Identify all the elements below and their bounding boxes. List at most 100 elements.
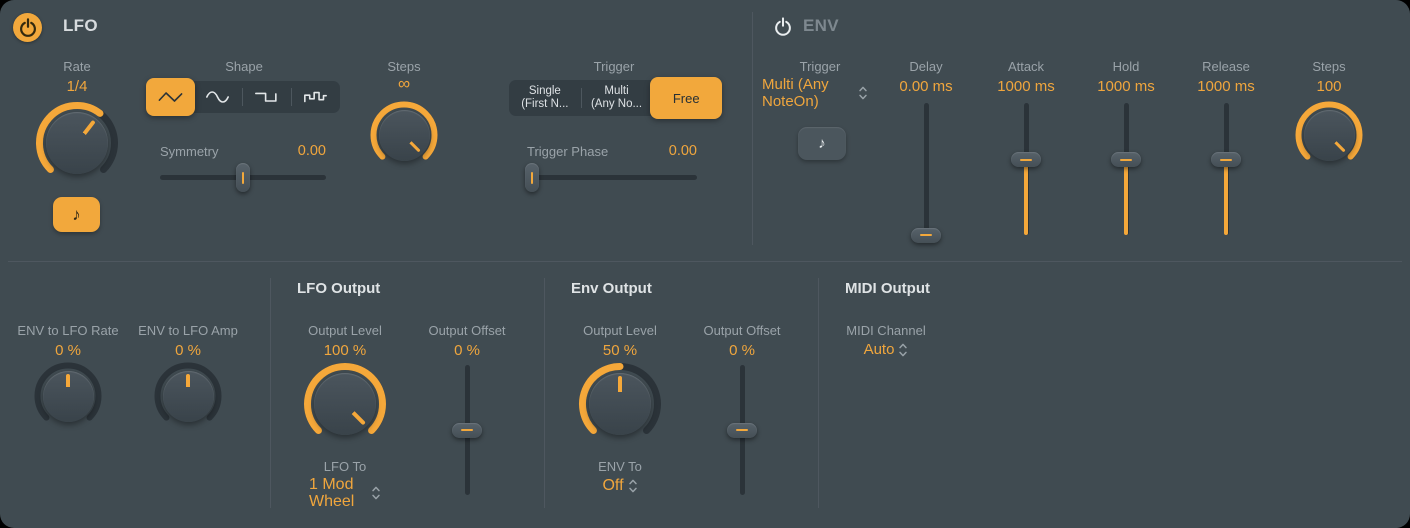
lfo-section-title: LFO <box>63 16 98 35</box>
slider-handle[interactable] <box>1011 152 1041 168</box>
release-value[interactable]: 1000 ms <box>1197 78 1255 95</box>
lfo-output-level-label: Output Level <box>308 323 382 338</box>
env-trigger-value: Multi (Any NoteOn) <box>762 76 829 110</box>
env-to-lfo-amp-knob[interactable] <box>152 360 224 432</box>
env-to-value: Off <box>602 477 624 494</box>
env-note-mode-button[interactable]: ♪ <box>798 127 846 160</box>
trigger-phase-label: Trigger Phase <box>527 143 609 159</box>
symmetry-label: Symmetry <box>160 143 219 159</box>
env-steps-label: Steps <box>1312 59 1346 74</box>
symmetry-slider[interactable] <box>160 163 326 192</box>
env-trigger-label: Trigger <box>799 59 841 74</box>
delay-value[interactable]: 0.00 ms <box>899 78 953 95</box>
delay-label: Delay <box>909 59 943 74</box>
rate-value[interactable]: 1/4 <box>66 78 88 95</box>
lfo-trigger-label: Trigger <box>593 59 635 74</box>
hold-label: Hold <box>1112 59 1140 74</box>
lfo-to-label: LFO To <box>323 459 367 474</box>
env-steps-knob[interactable] <box>1293 99 1365 171</box>
lfo-power-button[interactable] <box>13 13 42 42</box>
env-output-level-value[interactable]: 50 % <box>602 342 638 359</box>
midi-output-title: MIDI Output <box>845 280 930 297</box>
lfo-trigger-selector: Single (First N... Multi (Any No... Free <box>509 77 723 119</box>
slider-handle[interactable] <box>727 422 757 438</box>
lfo-output-level-knob[interactable] <box>301 360 389 448</box>
release-slider[interactable] <box>1211 103 1241 235</box>
env-output-level-label: Output Level <box>583 323 657 338</box>
delay-slider[interactable] <box>911 103 941 243</box>
attack-label: Attack <box>1007 59 1045 74</box>
trigger-option-multi[interactable]: Multi (Any No... <box>580 80 653 116</box>
trigger-phase-value[interactable]: 0.00 <box>668 143 697 159</box>
chevron-up-down-icon <box>628 479 637 493</box>
sine-wave-icon <box>206 91 229 103</box>
lfo-steps-label: Steps <box>387 59 421 74</box>
chevron-up-down-icon <box>859 86 867 100</box>
hold-value[interactable]: 1000 ms <box>1097 78 1155 95</box>
release-label: Release <box>1202 59 1250 74</box>
env-to-label: ENV To <box>598 459 642 474</box>
midi-channel-value: Auto <box>863 341 895 358</box>
env-output-offset-value[interactable]: 0 % <box>729 342 755 359</box>
env-power-button[interactable] <box>771 15 795 39</box>
lfo-steps-value[interactable]: ∞ <box>397 74 411 93</box>
chevron-up-down-icon <box>372 486 380 500</box>
env-to-lfo-amp-value[interactable]: 0 % <box>175 342 201 359</box>
shape-option-square[interactable] <box>242 81 291 113</box>
shape-option-sine[interactable] <box>193 81 242 113</box>
chevron-up-down-icon <box>899 343 908 356</box>
hold-slider[interactable] <box>1111 103 1141 235</box>
lfo-to-value: 1 Mod Wheel <box>309 476 355 510</box>
lfo-output-offset-value[interactable]: 0 % <box>454 342 480 359</box>
shape-option-random[interactable] <box>291 81 340 113</box>
env-trigger-dropdown[interactable]: Multi (Any NoteOn) <box>762 76 868 110</box>
horizontal-divider <box>8 261 1402 262</box>
vertical-divider-2 <box>544 278 545 508</box>
env-to-lfo-rate-label: ENV to LFO Rate <box>17 323 119 338</box>
env-to-lfo-rate-knob[interactable] <box>32 360 104 432</box>
vertical-divider-3 <box>818 278 819 508</box>
env-to-dropdown[interactable]: Off <box>570 477 670 495</box>
midi-channel-dropdown[interactable]: Auto <box>826 341 946 358</box>
env-output-offset-label: Output Offset <box>703 323 781 338</box>
slider-handle[interactable] <box>452 422 482 438</box>
env-to-lfo-amp-label: ENV to LFO Amp <box>138 323 238 338</box>
shape-selector <box>146 78 340 116</box>
note-icon: ♪ <box>818 135 826 152</box>
lfo-sync-button[interactable]: ♪ <box>53 197 100 232</box>
lfo-output-offset-label: Output Offset <box>428 323 506 338</box>
env-to-lfo-rate-value[interactable]: 0 % <box>55 342 81 359</box>
lfo-output-level-value[interactable]: 100 % <box>323 342 367 359</box>
slider-handle[interactable] <box>911 227 941 243</box>
trigger-option-single[interactable]: Single (First N... <box>521 85 569 110</box>
lfo-steps-knob[interactable] <box>368 99 440 171</box>
env-output-level-knob[interactable] <box>576 360 664 448</box>
lfo-output-offset-slider[interactable] <box>452 365 482 495</box>
env-output-offset-slider[interactable] <box>727 365 757 495</box>
random-wave-icon <box>304 91 327 103</box>
power-icon <box>775 17 791 36</box>
attack-value[interactable]: 1000 ms <box>997 78 1055 95</box>
vertical-divider-1 <box>270 278 271 508</box>
slider-handle[interactable] <box>1111 152 1141 168</box>
slider-handle[interactable] <box>525 163 540 192</box>
shape-label: Shape <box>225 59 263 74</box>
slider-handle[interactable] <box>236 163 250 192</box>
env-output-title: Env Output <box>571 280 652 297</box>
shape-option-triangle[interactable] <box>146 78 195 116</box>
slider-handle[interactable] <box>1211 152 1241 168</box>
square-wave-icon <box>255 92 277 102</box>
env-section-title: ENV <box>803 16 839 35</box>
trigger-phase-slider[interactable] <box>525 163 697 192</box>
attack-slider[interactable] <box>1011 103 1041 235</box>
midi-channel-label: MIDI Channel <box>846 323 926 338</box>
lfo-to-dropdown[interactable]: 1 Mod Wheel <box>295 476 395 510</box>
rate-knob[interactable] <box>33 99 121 187</box>
power-icon <box>19 17 36 37</box>
symmetry-value[interactable]: 0.00 <box>297 143 326 159</box>
triangle-wave-icon <box>158 92 183 102</box>
trigger-option-free[interactable]: Free <box>650 77 723 119</box>
env-steps-value[interactable]: 100 <box>1316 78 1342 95</box>
lfo-output-title: LFO Output <box>297 280 381 297</box>
